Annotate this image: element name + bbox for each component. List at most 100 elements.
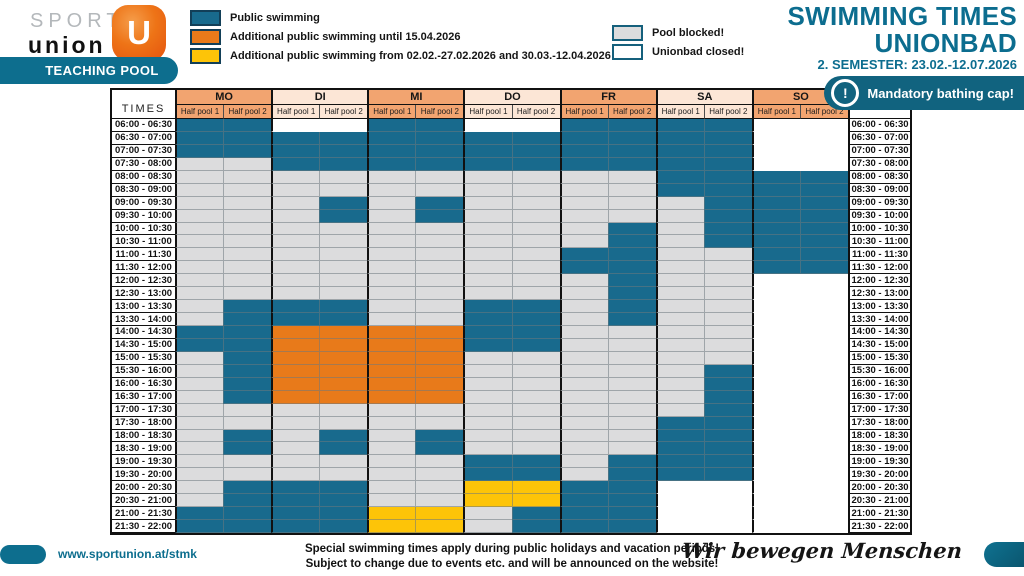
slot-DI-pool1-19:30-20:00: [271, 468, 320, 482]
slot-SA-pool1-07:00-07:30: [655, 144, 704, 158]
slot-FR-pool1-12:30-13:00: [559, 287, 608, 301]
slot-MO-pool1-20:00-20:30: [175, 481, 224, 495]
slot-MI-pool2-19:30-20:00: [415, 468, 464, 482]
slot-MO-pool1-15:30-16:00: [175, 364, 224, 378]
slot-DI-pool1-21:00-21:30: [271, 507, 320, 521]
day-header-SO: SO: [751, 90, 848, 105]
time-cell-right: 10:30 - 11:00: [848, 235, 910, 249]
slot-MO-pool1-12:30-13:00: [175, 287, 224, 301]
slot-SO-pool2-17:30-18:00: [799, 416, 848, 430]
time-cell-right: 17:00 - 17:30: [848, 403, 910, 417]
legend-item-blocked: Pool blocked!: [612, 25, 744, 41]
slot-MO-pool1-07:30-08:00: [175, 157, 224, 171]
time-cell-right: 14:00 - 14:30: [848, 326, 910, 339]
slot-FR-pool2-06:30-07:00: [607, 131, 656, 145]
slot-DI-pool1-15:00-15:30: [271, 351, 320, 365]
slot-FR-pool1-08:30-09:00: [559, 183, 608, 197]
slot-SA-pool2-13:30-14:00: [703, 313, 752, 326]
slot-SA-pool2-12:00-12:30: [703, 274, 752, 288]
slot-MO-pool2-11:30-12:00: [223, 261, 272, 275]
slot-MI-pool2-15:00-15:30: [415, 351, 464, 365]
slot-SA-pool2-07:30-08:00: [703, 157, 752, 171]
pool-blocked-swatch: [612, 25, 643, 41]
slot-MO-pool2-13:00-13:30: [223, 300, 272, 314]
slot-MO-pool1-07:00-07:30: [175, 144, 224, 158]
half-pool-header-DI-1: Half pool 1: [271, 105, 320, 119]
slot-DI-pool2-21:30-22:00: [319, 520, 368, 533]
slot-FR-pool1-10:00-10:30: [559, 222, 608, 236]
slot-MI-pool2-10:00-10:30: [415, 222, 464, 236]
slot-DO-pool2-15:30-16:00: [511, 364, 560, 378]
slot-SO-pool2-19:00-19:30: [799, 455, 848, 469]
slot-SA-pool2-08:00-08:30: [703, 170, 752, 184]
slot-DO-pool2-13:00-13:30: [511, 300, 560, 314]
slot-DI-pool1-17:30-18:00: [271, 416, 320, 430]
time-cell-right: 20:30 - 21:00: [848, 494, 910, 508]
slot-DI-pool2-17:30-18:00: [319, 416, 368, 430]
slot-SO-pool1-08:00-08:30: [751, 170, 800, 184]
slot-MI-pool1-14:00-14:30: [367, 326, 416, 339]
slot-DO-pool2-11:00-11:30: [511, 248, 560, 262]
time-cell: 09:00 - 09:30: [112, 196, 175, 210]
slot-SA-pool1-18:30-19:00: [655, 442, 704, 456]
slot-SA-pool1-16:00-16:30: [655, 377, 704, 391]
slot-FR-pool1-08:00-08:30: [559, 170, 608, 184]
time-cell-right: 10:00 - 10:30: [848, 222, 910, 236]
logo-union-text: union: [28, 32, 106, 58]
slot-FR-pool2-14:30-15:00: [607, 338, 656, 352]
slot-DI-pool2-08:00-08:30: [319, 170, 368, 184]
slot-MI-pool1-20:00-20:30: [367, 481, 416, 495]
half-pool-header-SA-2: Half pool 2: [703, 105, 752, 119]
slot-MO-pool2-13:30-14:00: [223, 313, 272, 326]
time-cell: 12:00 - 12:30: [112, 274, 175, 288]
slot-SA-pool2-17:30-18:00: [703, 416, 752, 430]
slot-MI-pool1-10:30-11:00: [367, 235, 416, 249]
legend-swim-types: Public swimming Additional public swimmi…: [190, 10, 611, 64]
time-cell: 18:00 - 18:30: [112, 429, 175, 443]
slot-FR-pool1-19:30-20:00: [559, 468, 608, 482]
slot-MO-pool1-15:00-15:30: [175, 351, 224, 365]
slot-SO-pool1-06:30-07:00: [751, 131, 800, 145]
slot-SA-pool2-21:00-21:30: [703, 507, 752, 521]
slot-MO-pool1-09:00-09:30: [175, 196, 224, 210]
slot-SO-pool1-15:30-16:00: [751, 364, 800, 378]
sportunion-u-icon: U: [112, 5, 166, 61]
slot-MI-pool2-12:00-12:30: [415, 274, 464, 288]
half-pool-header-DO-2: Half pool 2: [511, 105, 560, 119]
slot-DO-pool2-21:30-22:00: [511, 520, 560, 533]
slot-SO-pool1-11:00-11:30: [751, 248, 800, 262]
time-cell: 07:00 - 07:30: [112, 144, 175, 158]
slot-FR-pool2-06:00-06:30: [607, 119, 656, 132]
slot-FR-pool1-09:00-09:30: [559, 196, 608, 210]
slot-MO-pool2-10:30-11:00: [223, 235, 272, 249]
time-cell-right: 09:00 - 09:30: [848, 196, 910, 210]
slot-DO-pool1-12:30-13:00: [463, 287, 512, 301]
slot-DO-pool1-11:30-12:00: [463, 261, 512, 275]
time-cell: 16:00 - 16:30: [112, 377, 175, 391]
day-header-SA: SA: [655, 90, 752, 105]
slot-MO-pool1-10:30-11:00: [175, 235, 224, 249]
bathing-cap-badge: ! Mandatory bathing cap!: [824, 76, 1024, 110]
time-cell: 21:00 - 21:30: [112, 507, 175, 521]
time-cell-right: 07:00 - 07:30: [848, 144, 910, 158]
slot-SO-pool1-06:00-06:30: [751, 119, 800, 132]
slot-DI-pool2-06:30-07:00: [319, 131, 368, 145]
slot-MI-pool2-12:30-13:00: [415, 287, 464, 301]
slot-MO-pool2-17:00-17:30: [223, 403, 272, 417]
slot-SA-pool1-21:30-22:00: [655, 520, 704, 533]
slot-DO-pool2-07:00-07:30: [511, 144, 560, 158]
slot-DO-pool2-09:30-10:00: [511, 209, 560, 223]
slot-SA-pool1-15:00-15:30: [655, 351, 704, 365]
day-header-FR: FR: [559, 90, 656, 105]
slot-DO-pool2-14:30-15:00: [511, 338, 560, 352]
slot-DO-pool2-20:30-21:00: [511, 494, 560, 508]
footer-notes: Special swimming times apply during publ…: [262, 542, 762, 572]
slot-SO-pool1-15:00-15:30: [751, 351, 800, 365]
slot-SA-pool1-14:00-14:30: [655, 326, 704, 339]
slot-DI-pool1-10:00-10:30: [271, 222, 320, 236]
slot-MI-pool1-20:30-21:00: [367, 494, 416, 508]
slot-SO-pool2-07:30-08:00: [799, 157, 848, 171]
slot-SO-pool1-10:00-10:30: [751, 222, 800, 236]
slot-MI-pool2-17:00-17:30: [415, 403, 464, 417]
slot-MI-pool2-14:30-15:00: [415, 338, 464, 352]
